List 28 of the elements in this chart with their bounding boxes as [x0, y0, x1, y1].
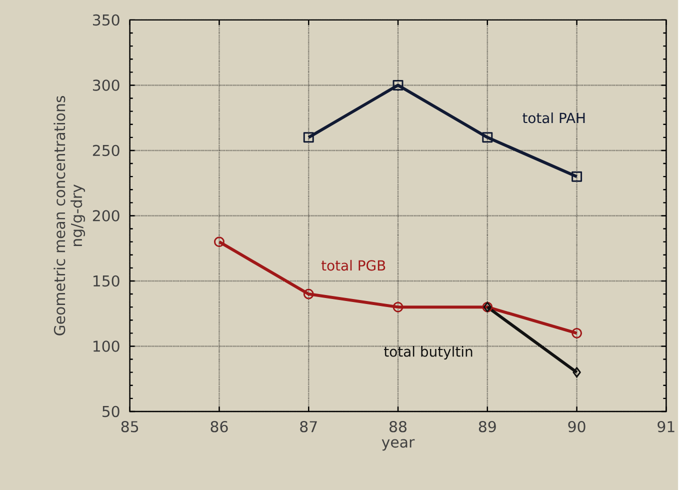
point	[303, 132, 314, 142]
y-tick-label: 300	[92, 79, 120, 91]
x-tick-label: 86	[210, 420, 228, 432]
y-tick-label: 150	[93, 275, 120, 286]
y-axis-title: Geometric mean concentrations ng/g-dry	[54, 96, 86, 336]
x-tick-label: 89	[478, 420, 496, 432]
y-tick-label: 200	[92, 210, 120, 222]
y-tick-label: 50	[102, 406, 120, 417]
point	[572, 171, 582, 182]
x-tick-label: 91	[658, 420, 674, 432]
point	[214, 236, 224, 247]
point	[303, 288, 314, 300]
x-tick-label: 88	[390, 420, 406, 432]
text: total butyltin	[384, 346, 472, 360]
x-tick-label: 90	[568, 420, 586, 432]
point	[482, 132, 493, 142]
series-label: total PGB	[321, 260, 386, 271]
x-tick-label: 87	[300, 420, 317, 432]
point	[572, 366, 581, 378]
y-tick-label: 350	[92, 14, 120, 26]
x-axis-title: year	[382, 438, 415, 450]
x-tick-label: 85	[121, 420, 138, 432]
point	[392, 302, 404, 312]
point	[572, 328, 582, 338]
series-label: total PAH	[522, 112, 585, 124]
y-tick-label: 100	[93, 340, 120, 352]
point	[392, 80, 404, 90]
y-tick-label: 250	[92, 144, 120, 156]
